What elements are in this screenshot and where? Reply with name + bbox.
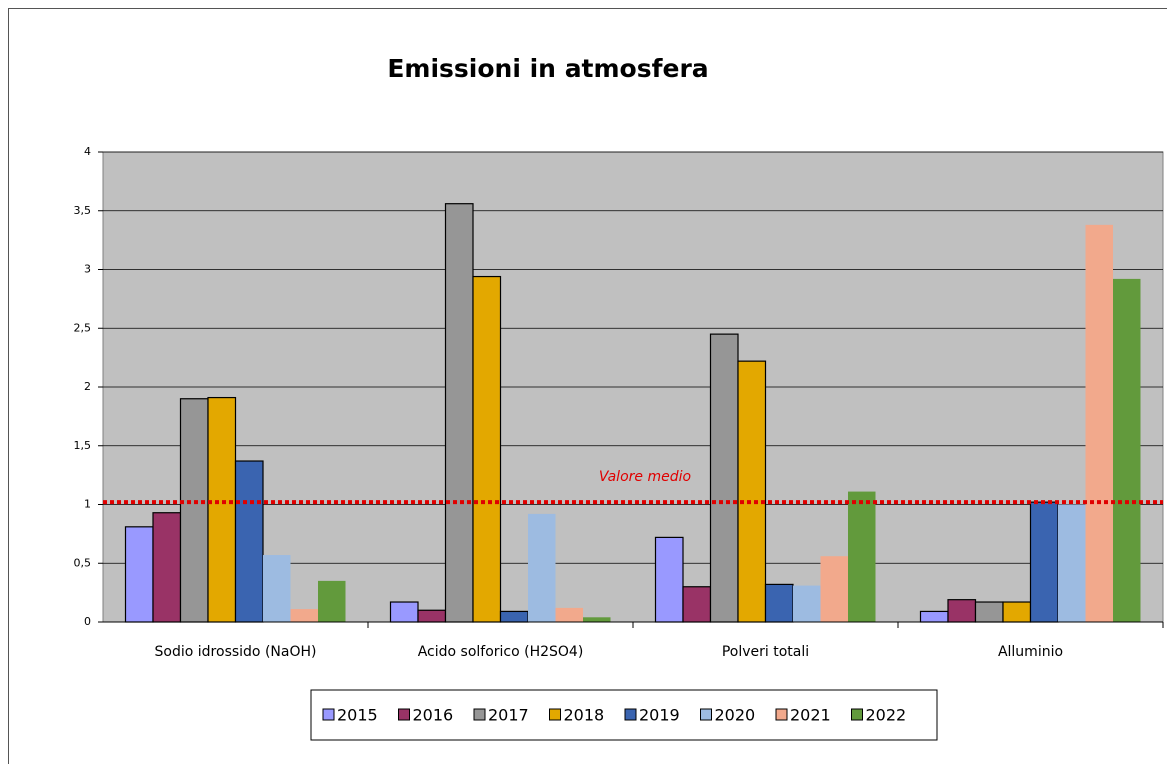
y-tick-label: 3	[84, 263, 91, 276]
bar	[181, 399, 209, 622]
y-tick-label: 1	[84, 498, 91, 511]
bar	[848, 492, 876, 622]
bar	[656, 537, 684, 622]
bar	[583, 617, 611, 622]
legend-swatch	[550, 709, 561, 720]
bar	[1003, 602, 1031, 622]
bar	[948, 600, 976, 622]
bar	[683, 587, 711, 622]
bar	[318, 581, 346, 622]
bar	[1086, 225, 1114, 622]
y-tick-label: 4	[84, 145, 91, 158]
y-tick-label: 0	[84, 615, 91, 628]
y-tick-label: 1,5	[74, 439, 92, 452]
legend-swatch	[776, 709, 787, 720]
legend-label: 2021	[790, 706, 831, 725]
bar	[446, 204, 474, 622]
x-tick-label: Acido solforico (H2SO4)	[418, 644, 584, 660]
legend-label: 2020	[715, 706, 756, 725]
legend-swatch	[625, 709, 636, 720]
bar	[976, 602, 1004, 622]
bar	[291, 609, 319, 622]
bar	[473, 277, 501, 622]
bar	[528, 514, 556, 622]
bar	[921, 611, 949, 622]
bar	[821, 556, 849, 622]
bar	[391, 602, 419, 622]
y-tick-label: 3,5	[74, 204, 92, 217]
chart-title: Emissioni in atmosfera	[387, 54, 708, 83]
bar	[418, 610, 446, 622]
legend-label: 2017	[488, 706, 529, 725]
x-tick-label: Alluminio	[998, 644, 1063, 660]
bar	[153, 513, 181, 622]
bar	[556, 608, 584, 622]
bar	[263, 555, 291, 622]
legend-label: 2015	[337, 706, 378, 725]
bar	[501, 611, 529, 622]
x-tick-label: Polveri totali	[722, 644, 809, 660]
legend-swatch	[474, 709, 485, 720]
bar	[766, 584, 794, 622]
bar	[208, 398, 236, 622]
bar	[1031, 502, 1059, 622]
bar	[236, 461, 264, 622]
y-tick-label: 2	[84, 380, 91, 393]
x-tick-label: Sodio idrossido (NaOH)	[155, 644, 317, 660]
legend-label: 2018	[564, 706, 605, 725]
bar	[126, 527, 154, 622]
legend-label: 2022	[866, 706, 907, 725]
reference-label: Valore medio	[599, 469, 691, 485]
legend-swatch	[399, 709, 410, 720]
legend-swatch	[323, 709, 334, 720]
bar	[711, 334, 739, 622]
y-tick-label: 2,5	[74, 321, 92, 334]
y-tick-label: 0,5	[74, 556, 92, 569]
legend-label: 2019	[639, 706, 680, 725]
bar	[1058, 505, 1086, 623]
legend-swatch	[701, 709, 712, 720]
bar	[738, 361, 766, 622]
legend-swatch	[852, 709, 863, 720]
bar	[793, 586, 821, 622]
legend-label: 2016	[413, 706, 454, 725]
bar	[1113, 279, 1141, 622]
